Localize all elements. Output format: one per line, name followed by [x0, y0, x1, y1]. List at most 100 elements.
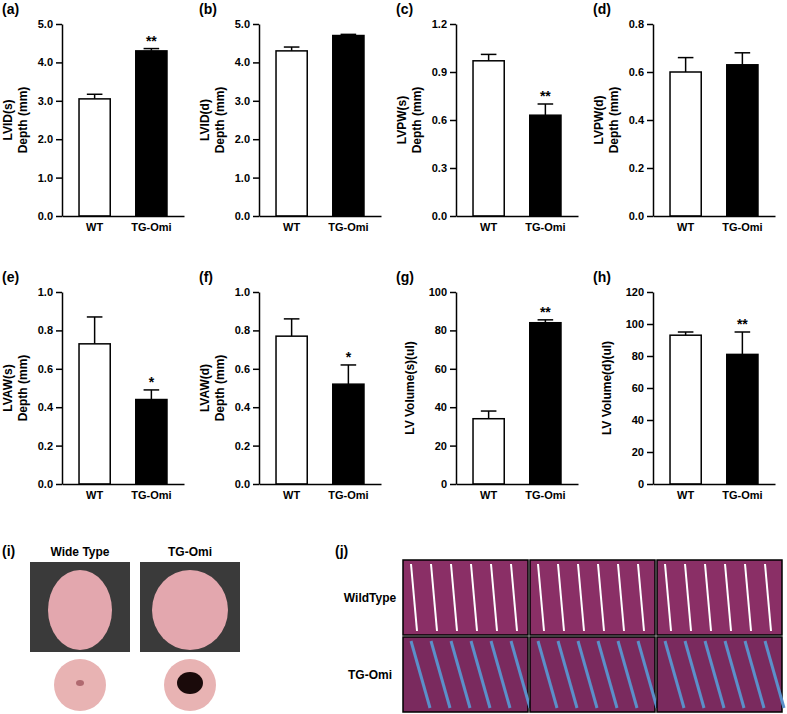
- tick: 40: [632, 414, 653, 426]
- tissue-texture: [638, 564, 644, 631]
- plot-area: [276, 34, 364, 216]
- tick-mark: [647, 216, 653, 218]
- tick-mark: [253, 407, 259, 409]
- tissue-texture: [598, 641, 617, 708]
- x-axis: WT TG-Omi: [63, 484, 185, 501]
- x-axis: WT TG-Omi: [654, 484, 776, 501]
- tick-label: TG-Omi: [328, 489, 368, 501]
- tick: 20: [435, 440, 456, 452]
- tick-mark: [647, 388, 653, 390]
- tick: 1.0: [235, 286, 259, 298]
- tick: 0: [638, 478, 653, 490]
- tick: 0.0: [432, 210, 456, 222]
- tick-label: 3.0: [38, 95, 53, 107]
- tick-label: 5.0: [235, 18, 250, 30]
- error-cap: [481, 410, 497, 412]
- panel: (f)*0.00.20.40.60.81.0WTTG-OmiLVAW(d)Dep…: [198, 269, 382, 501]
- tick-mark: [647, 452, 653, 454]
- tissue-texture: [538, 641, 557, 708]
- y-axis: 0.00.20.40.60.81.0: [235, 286, 260, 490]
- tick-mark: [450, 168, 456, 170]
- y-axis: 020406080100: [429, 286, 457, 490]
- tick: WT: [283, 484, 300, 501]
- tick: 5.0: [235, 18, 259, 30]
- tick-label: 80: [435, 324, 447, 336]
- axis-title: Depth (mm): [213, 87, 227, 154]
- tick: 0.8: [235, 324, 259, 336]
- tick-label: 1.0: [235, 286, 250, 298]
- plot-area: [276, 319, 364, 484]
- x-axis: WTTG-Omi: [260, 216, 382, 233]
- tissue-texture: [451, 641, 470, 708]
- tick-label: 2.0: [235, 133, 250, 145]
- tick-label: 0.0: [432, 210, 447, 222]
- tick-label: TG-Omi: [131, 489, 171, 501]
- axis-line: [63, 216, 185, 218]
- bar: [136, 51, 167, 216]
- x-axis: WT TG-Omi: [260, 484, 382, 501]
- tissue-texture: [491, 641, 510, 708]
- tick-mark: [253, 369, 259, 371]
- tick: 80: [435, 324, 456, 336]
- panel: (d)0.00.20.40.60.8WTTG-OmiLVPW(d)Depth (…: [592, 1, 776, 233]
- tick-label: WT: [86, 489, 103, 501]
- tick-label: 4.0: [235, 56, 250, 68]
- error-cap: [284, 46, 300, 48]
- tick-label: 60: [435, 363, 447, 375]
- figure: (a)**0.01.02.03.04.05.0WTTG-OmiLVID(s)De…: [0, 0, 787, 714]
- tissue-texture: [451, 564, 457, 631]
- tick-label: 120: [626, 286, 644, 298]
- heart: [152, 570, 228, 650]
- axis-title: Depth (mm): [213, 355, 227, 422]
- error-bar: [151, 390, 153, 400]
- tissue-texture: [638, 641, 657, 708]
- tick: 0.6: [432, 114, 456, 126]
- bar: [276, 336, 307, 484]
- panel-label: (g): [396, 269, 414, 285]
- panel: (a)**0.01.02.03.04.05.0WTTG-OmiLVID(s)De…: [1, 1, 185, 233]
- tick-label: 40: [435, 401, 447, 413]
- tick-label: 80: [632, 350, 644, 362]
- tick: WT: [283, 216, 300, 233]
- ventricle: [177, 672, 203, 694]
- tick: 0.0: [629, 210, 653, 222]
- tick: WT: [86, 216, 103, 233]
- tissue-texture: [745, 564, 751, 631]
- tick: TG-Omi: [722, 484, 762, 501]
- tick: 120: [626, 286, 653, 298]
- tick: WT: [677, 484, 694, 501]
- bar: [79, 99, 110, 216]
- tissue-texture: [578, 641, 597, 708]
- tick-mark: [253, 484, 259, 486]
- axis-line: [62, 293, 64, 485]
- tissue-texture: [411, 641, 430, 708]
- histology-image: [530, 637, 655, 712]
- tick-mark: [56, 292, 62, 294]
- tick: 1.0: [38, 286, 62, 298]
- tissue-texture: [558, 641, 577, 708]
- tick-label: 0.2: [235, 440, 250, 452]
- tick-mark: [253, 177, 259, 179]
- tick-mark: [450, 292, 456, 294]
- panel: (h)**020406080100120WTTG-OmiLV Volume(d)…: [593, 269, 776, 501]
- tick: 0.2: [235, 440, 259, 452]
- tick-label: 0.4: [38, 401, 54, 413]
- axis-title: Depth (mm): [16, 355, 30, 422]
- tick-mark: [450, 120, 456, 122]
- tick-label: 20: [632, 446, 644, 458]
- bar: [530, 323, 561, 484]
- bar: [79, 344, 110, 484]
- tick: 20: [632, 446, 653, 458]
- plot-area: [473, 320, 561, 484]
- tick-mark: [253, 139, 259, 141]
- tissue-texture: [598, 564, 604, 631]
- tissue-texture: [745, 641, 764, 708]
- error-cap: [735, 52, 751, 54]
- tissue-texture: [558, 564, 564, 631]
- y-axis: 020406080100120: [626, 286, 654, 490]
- tick-mark: [56, 24, 62, 26]
- tick-mark: [450, 369, 456, 371]
- tick: TG-Omi: [131, 216, 171, 233]
- error-bar: [685, 58, 687, 72]
- error-bar: [94, 317, 96, 344]
